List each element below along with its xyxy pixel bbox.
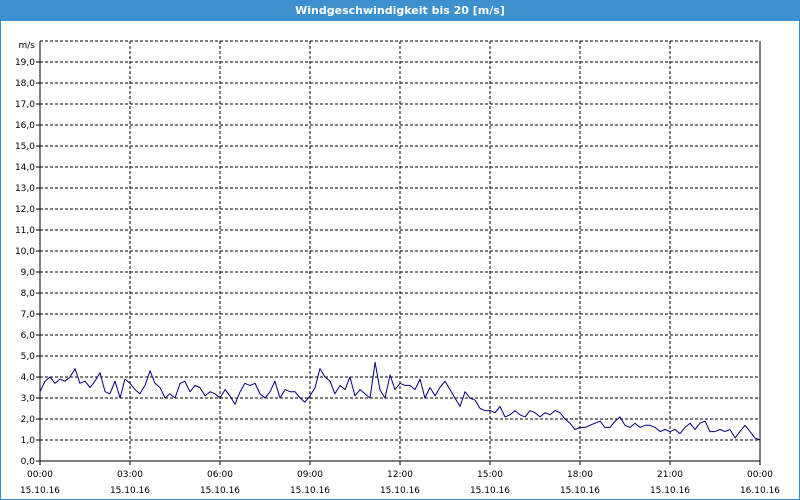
tick-labels: 0,0 1,0 2,0 3,0 4,0 5,0 6,0 7,0 8,0 9,0 10,0 11,0 12… xyxy=(15,41,780,496)
y-tick-label: 15,0 xyxy=(15,142,35,152)
wind-speed-series-line xyxy=(39,361,761,441)
x-tick-time-label: 18:00 xyxy=(567,470,593,480)
y-tick-label: 16,0 xyxy=(15,121,35,131)
x-tick-date-label: 15.10.16 xyxy=(20,486,60,496)
grid-lines xyxy=(40,40,760,461)
x-tick-date-label: 15.10.16 xyxy=(290,486,330,496)
x-tick-time-label: 03:00 xyxy=(117,470,143,480)
x-tick-time-label: 12:00 xyxy=(387,470,413,480)
x-tick-date-label: 16.10.16 xyxy=(740,486,780,496)
y-tick-label: 13,0 xyxy=(15,184,35,194)
y-tick-label: 11,0 xyxy=(15,226,35,236)
y-tick-label: 5,0 xyxy=(21,352,36,362)
axes xyxy=(36,41,761,465)
y-tick-label: 4,0 xyxy=(21,373,36,383)
x-tick-time-label: 00:00 xyxy=(747,470,773,480)
x-tick-date-label: 15.10.16 xyxy=(650,486,690,496)
y-tick-label: 18,0 xyxy=(15,79,35,89)
y-tick-label: 19,0 xyxy=(15,58,35,68)
x-tick-date-label: 15.10.16 xyxy=(470,486,510,496)
series-layer xyxy=(39,361,761,441)
window-title: Windgeschwindigkeit bis 20 [m/s] xyxy=(1,1,799,21)
x-tick-date-label: 15.10.16 xyxy=(560,486,600,496)
x-tick-time-label: 06:00 xyxy=(207,470,233,480)
y-tick-label: 2,0 xyxy=(21,415,36,425)
y-tick-label: 10,0 xyxy=(15,247,35,257)
y-tick-label: 14,0 xyxy=(15,163,35,173)
x-tick-time-label: 00:00 xyxy=(27,470,53,480)
y-tick-label: 8,0 xyxy=(21,289,36,299)
x-tick-time-label: 21:00 xyxy=(657,470,683,480)
x-tick-date-label: 15.10.16 xyxy=(380,486,420,496)
y-tick-label: 0,0 xyxy=(21,457,36,467)
x-tick-time-label: 15:00 xyxy=(477,470,503,480)
x-tick-date-label: 15.10.16 xyxy=(200,486,240,496)
y-tick-label: 17,0 xyxy=(15,100,35,110)
wind-speed-chart: 0,0 1,0 2,0 3,0 4,0 5,0 6,0 7,0 8,0 9,0 10,0 11,0 12… xyxy=(15,40,780,496)
y-axis-unit-label: m/s xyxy=(19,41,36,51)
y-tick-label: 9,0 xyxy=(21,268,36,278)
x-tick-time-label: 09:00 xyxy=(297,470,323,480)
y-tick-label: 1,0 xyxy=(21,436,36,446)
y-tick-label: 3,0 xyxy=(21,394,36,404)
y-tick-label: 6,0 xyxy=(21,331,36,341)
y-tick-label: 12,0 xyxy=(15,205,35,215)
x-tick-date-label: 15.10.16 xyxy=(110,486,150,496)
y-tick-label: 7,0 xyxy=(21,310,36,320)
